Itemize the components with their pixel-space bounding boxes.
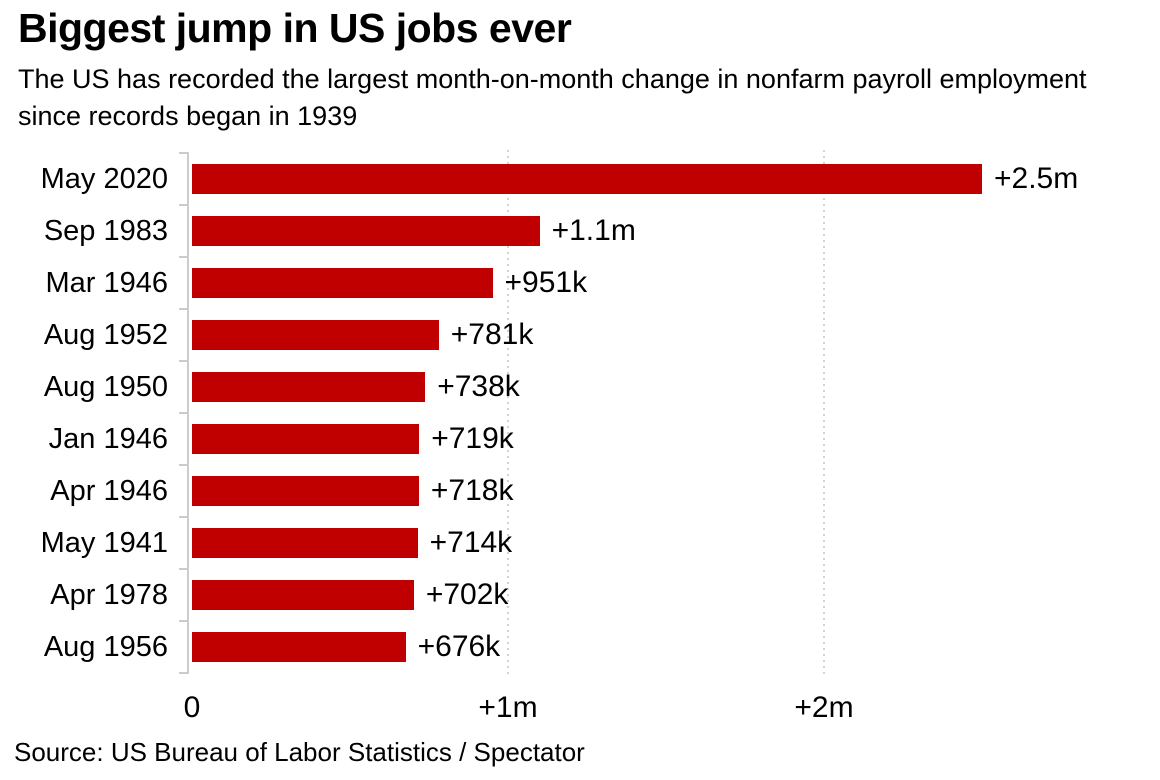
y-axis-line — [187, 152, 189, 674]
chart-title: Biggest jump in US jobs ever — [18, 5, 572, 51]
category-label: Apr 1978 — [50, 578, 168, 611]
category-label: May 1941 — [40, 526, 168, 559]
category-label: Sep 1983 — [43, 214, 168, 247]
bar — [192, 424, 420, 454]
value-label: +738k — [437, 370, 520, 403]
gridline-1m — [507, 150, 509, 674]
value-label: +951k — [504, 266, 588, 299]
bar — [192, 372, 426, 402]
value-label: +1.1m — [551, 214, 636, 247]
bar-row: Aug 1956 +676k — [0, 621, 1160, 673]
category-label: Aug 1956 — [43, 630, 168, 663]
bar — [192, 268, 493, 298]
source-line: Source: US Bureau of Labor Statistics / … — [14, 737, 585, 767]
chart-subtitle: The US has recorded the largest month-on… — [18, 64, 1087, 131]
x-tick-label-0: 0 — [183, 691, 201, 724]
x-tick-label-2m: +2m — [794, 691, 854, 724]
gridline-2m — [823, 150, 825, 674]
bar — [192, 164, 982, 194]
bar-row: Aug 1952 +781k — [0, 309, 1160, 361]
value-label: +718k — [430, 474, 514, 507]
value-label: +781k — [450, 318, 534, 351]
bar — [192, 528, 418, 558]
bar — [192, 216, 540, 246]
category-label: Apr 1946 — [50, 474, 168, 507]
bar-row: Mar 1946 +951k — [0, 257, 1160, 309]
x-tick-label-1m: +1m — [478, 691, 538, 724]
bar — [192, 476, 419, 506]
category-label: Jan 1946 — [48, 422, 168, 455]
y-axis-ticks — [179, 152, 187, 675]
bar — [192, 320, 439, 350]
category-label: Mar 1946 — [45, 266, 168, 299]
category-label: Aug 1952 — [43, 318, 168, 351]
value-label: +719k — [431, 422, 514, 455]
bar-row: Aug 1950 +738k — [0, 361, 1160, 413]
value-label: +714k — [429, 526, 513, 559]
bar — [192, 580, 414, 610]
category-label: May 2020 — [40, 162, 168, 195]
bar-rows: May 2020 +2.5m Sep 1983 +1.1m Mar 1946 +… — [0, 153, 1160, 673]
category-label: Aug 1950 — [43, 370, 168, 403]
value-label: +2.5m — [994, 162, 1079, 195]
bar-row: Jan 1946 +719k — [0, 413, 1160, 465]
value-label: +676k — [417, 630, 501, 663]
bar-row: Apr 1946 +718k — [0, 465, 1160, 517]
value-label: +702k — [425, 578, 509, 611]
bar-row: Apr 1978 +702k — [0, 569, 1160, 621]
bar-row: Sep 1983 +1.1m — [0, 205, 1160, 257]
bar-row: May 2020 +2.5m — [0, 153, 1160, 205]
bar-row: May 1941 +714k — [0, 517, 1160, 569]
bar — [192, 632, 406, 662]
